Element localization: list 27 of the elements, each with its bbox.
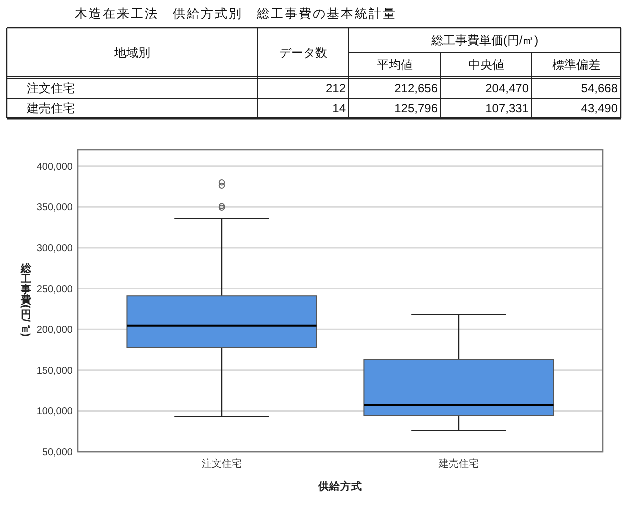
text: 標準偏差 [552, 58, 600, 72]
text: 125,796 [394, 102, 438, 116]
y-tick-label: 100,000 [36, 406, 74, 418]
y-tick-label: 400,000 [36, 162, 74, 173]
text: 総工事費単価(円/㎡) [430, 33, 539, 48]
x-axis-title: 供給方式 [318, 480, 362, 493]
text: 212 [326, 82, 346, 96]
text: 212,656 [394, 82, 438, 96]
text: 54,668 [581, 82, 618, 96]
text: 平均値 [377, 58, 413, 72]
text: 注文住宅 [27, 82, 75, 96]
y-tick-label: 300,000 [36, 243, 74, 254]
y-tick-label: 200,000 [36, 325, 74, 336]
y-axis-title: 総工事費(円/㎡) [20, 263, 32, 337]
text: 建売住宅 [26, 102, 75, 116]
text: 107,331 [486, 102, 530, 116]
text: 14 [332, 102, 346, 116]
y-tick-label: 50,000 [42, 448, 74, 458]
y-tick-label: 150,000 [36, 366, 74, 377]
y-tick-label: 350,000 [36, 202, 74, 214]
text: 43,490 [581, 102, 618, 116]
text: 木造在来工法 供給方式別 総工事費の基本統計量 [75, 6, 397, 21]
text: データ数 [280, 46, 328, 60]
y-tick-label: 250,000 [36, 284, 74, 296]
text: 204,470 [486, 82, 530, 96]
text: 中央値 [468, 58, 504, 72]
text: 地域別 [114, 46, 150, 60]
